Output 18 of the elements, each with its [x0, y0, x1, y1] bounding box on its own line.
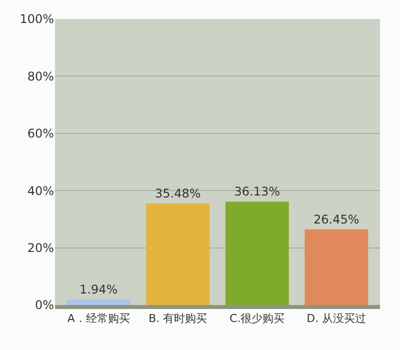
y-tick-label: 0% — [34, 298, 54, 312]
x-tick-label: C.很少购买 — [230, 312, 285, 326]
data-label: 36.13% — [234, 184, 280, 199]
y-tick-label: 60% — [27, 126, 54, 141]
x-tick-label: B. 有时购买 — [148, 312, 208, 326]
bar — [304, 229, 368, 305]
bar — [146, 204, 210, 305]
data-label: 26.45% — [314, 212, 360, 226]
y-tick-label: 20% — [27, 241, 54, 255]
y-tick-label: 80% — [27, 69, 54, 84]
x-tick-label: D. 从没买过 — [306, 312, 366, 326]
data-label: 35.48% — [154, 186, 201, 201]
y-tick-label: 40% — [27, 184, 54, 198]
bar — [225, 202, 289, 305]
bar — [66, 299, 130, 305]
data-label: 1.94% — [80, 282, 118, 296]
x-tick-label: A．经常购买 — [67, 312, 130, 326]
y-tick-label: 100% — [20, 12, 54, 26]
